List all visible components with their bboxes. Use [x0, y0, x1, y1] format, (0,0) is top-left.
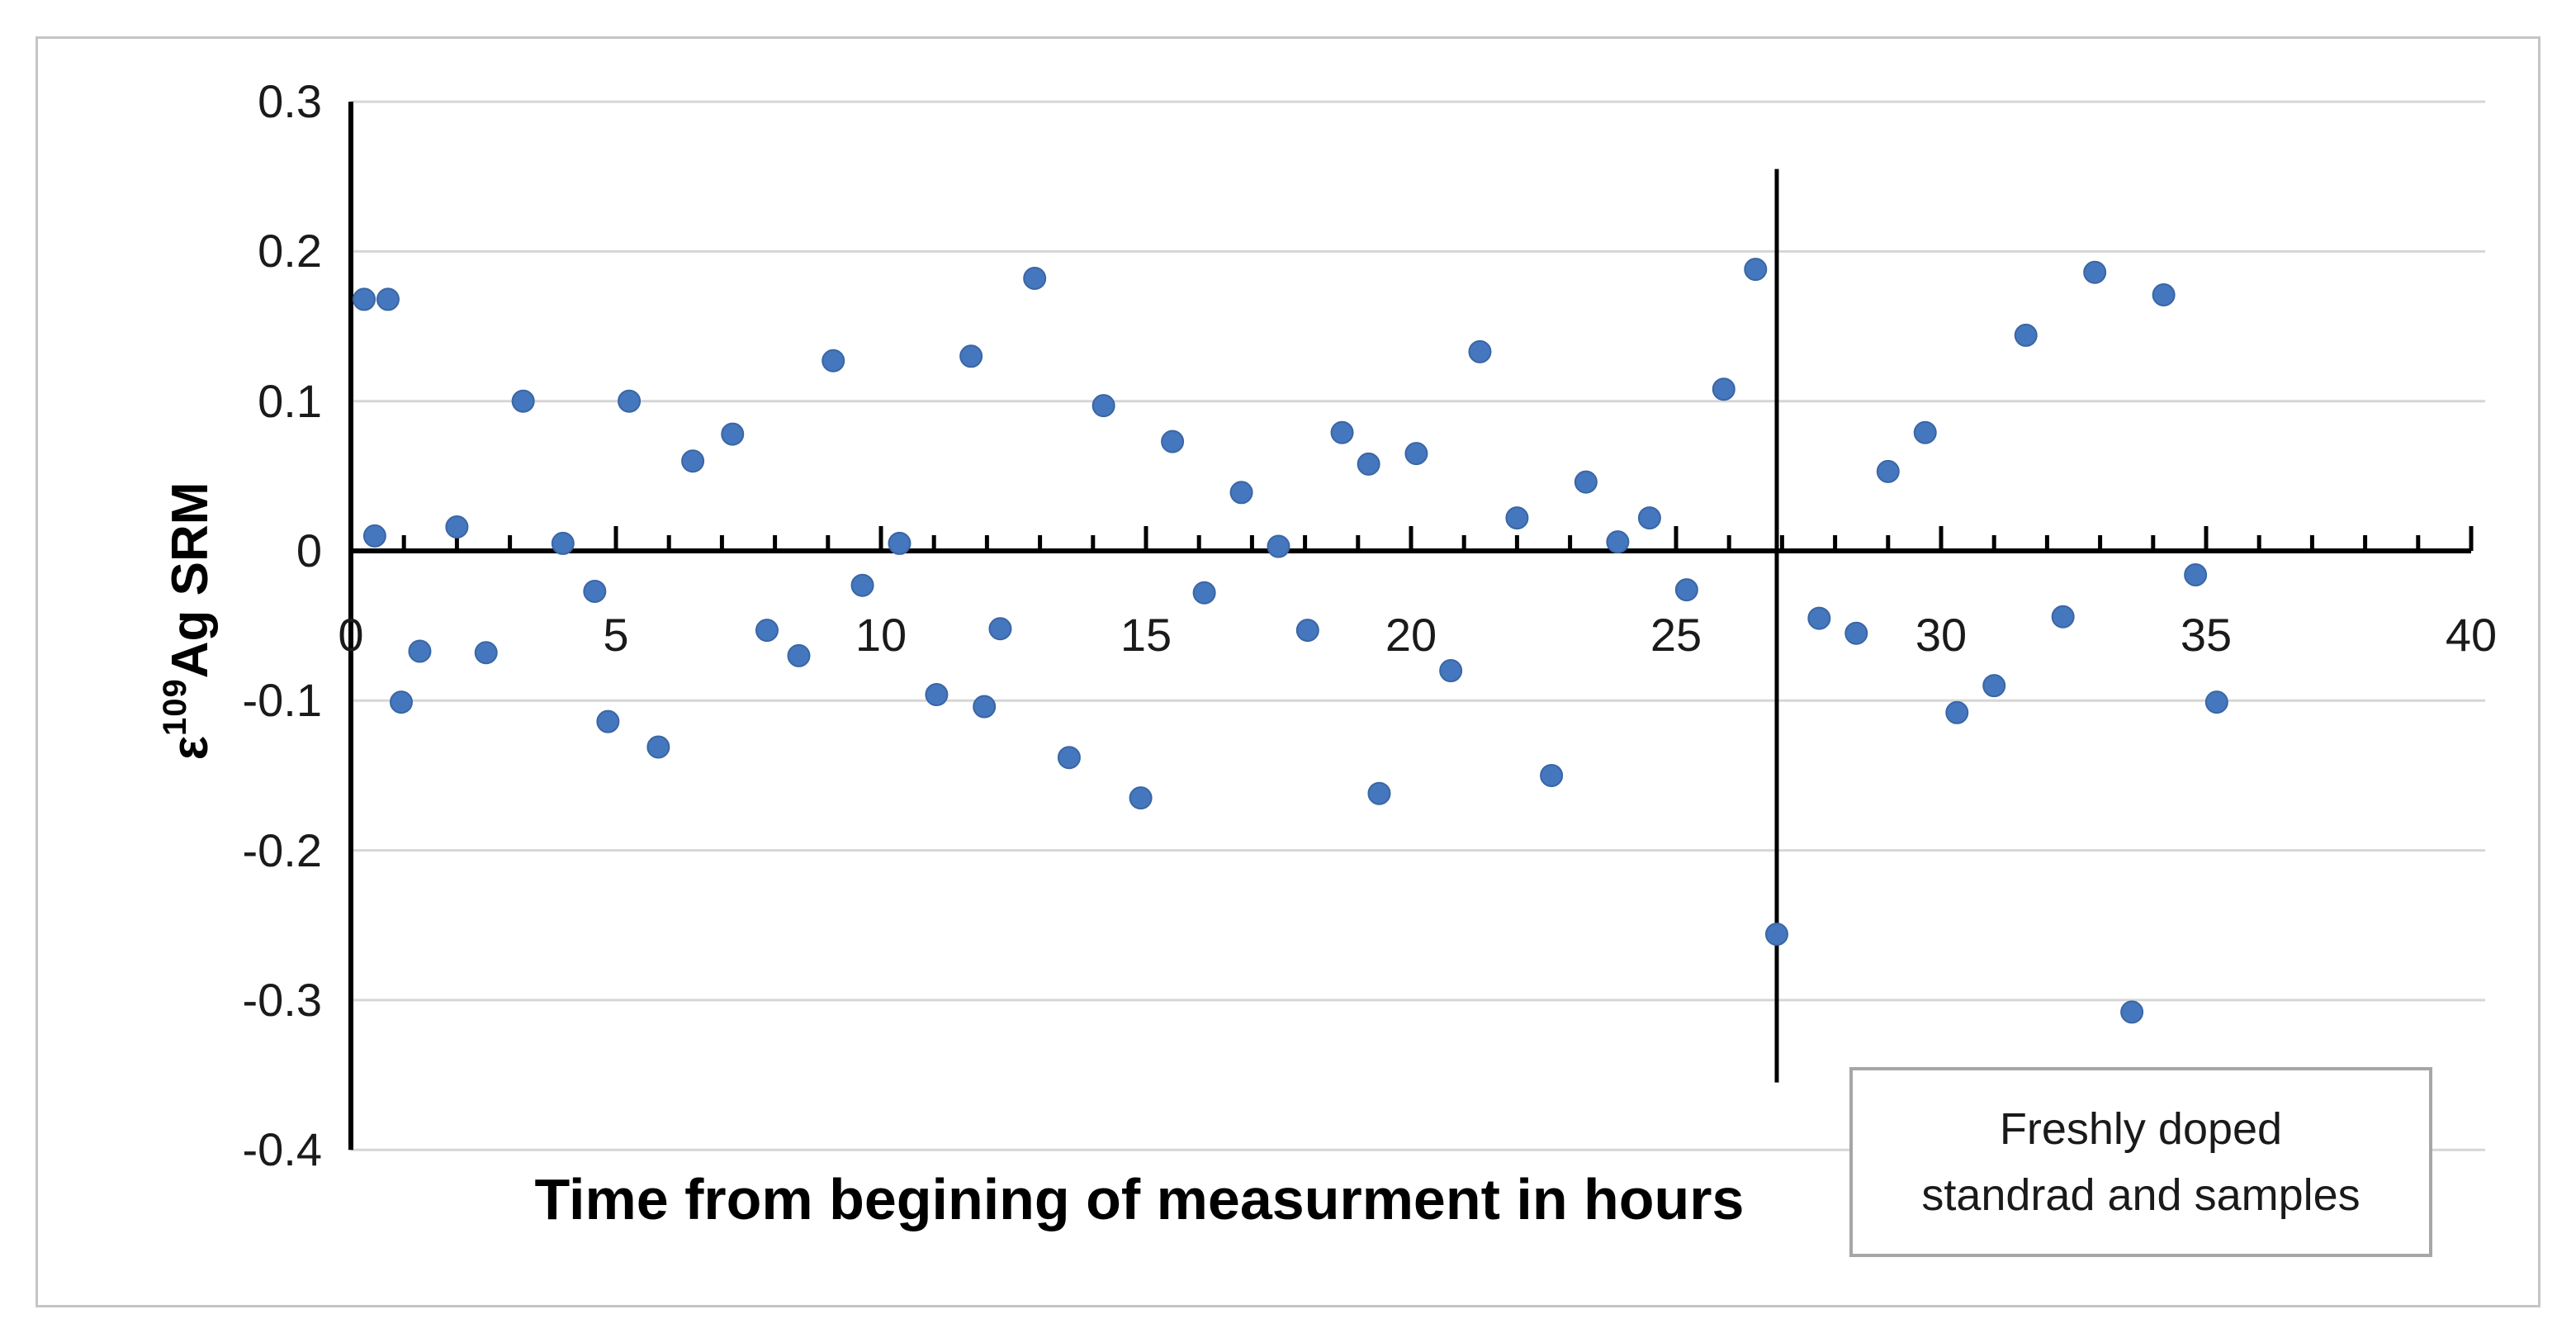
data-point — [1807, 606, 1831, 630]
data-point — [888, 531, 912, 555]
data-point — [1945, 700, 1969, 724]
data-point — [988, 617, 1012, 641]
data-point — [1057, 746, 1081, 770]
data-point — [822, 349, 845, 372]
data-point — [1295, 619, 1319, 643]
data-point — [2083, 260, 2107, 284]
x-axis-tick-label: 20 — [1385, 609, 1437, 661]
data-point — [1574, 470, 1598, 494]
data-point — [618, 389, 642, 413]
x-axis-tick-label: 15 — [1120, 609, 1172, 661]
data-point — [2152, 282, 2176, 306]
y-axis-tick-label: -0.1 — [242, 674, 323, 727]
x-axis-tick-label: 10 — [855, 609, 907, 661]
y-axis-tick-label: -0.2 — [242, 823, 323, 876]
data-point — [1229, 481, 1253, 505]
data-point — [1540, 763, 1564, 787]
data-point — [1744, 258, 1768, 282]
data-point — [1267, 534, 1290, 558]
annotation-line-2: standrad and samples — [1921, 1170, 2361, 1220]
data-point — [721, 422, 745, 446]
y-axis-title-epsilon: ε — [162, 735, 219, 761]
y-axis-tick-label: 0.2 — [258, 225, 322, 278]
data-point — [1876, 459, 1900, 483]
y-axis-title-superscript: 109 — [157, 678, 193, 736]
data-point — [362, 524, 386, 548]
data-point — [1439, 659, 1463, 683]
data-point — [583, 579, 607, 603]
data-point — [474, 641, 498, 665]
data-point — [850, 573, 874, 597]
data-point — [2184, 563, 2208, 587]
data-point — [925, 683, 949, 707]
data-point — [1637, 506, 1661, 530]
data-point — [511, 389, 535, 413]
data-point — [2051, 605, 2075, 629]
data-point — [1606, 530, 1630, 554]
y-axis-tick-label: 0 — [296, 524, 322, 576]
data-point — [2120, 1000, 2144, 1024]
x-axis-tick-label: 30 — [1915, 609, 1968, 661]
x-axis-tick-label: 35 — [2180, 609, 2233, 661]
y-axis-tick-label: 0.1 — [258, 374, 322, 427]
x-axis-tick-label: 25 — [1650, 609, 1702, 661]
data-point — [551, 531, 575, 555]
annotation-line-1: Freshly doped — [1999, 1104, 2283, 1154]
data-point — [1023, 267, 1047, 291]
data-point — [353, 287, 376, 311]
data-point — [646, 735, 670, 759]
annotation-text-box: Freshly doped standrad and samples — [1849, 1067, 2432, 1257]
data-point — [376, 287, 400, 311]
x-axis-tick-label: 0 — [338, 609, 364, 661]
x-axis-title: Time from begining of measurment in hour… — [534, 1167, 1745, 1231]
data-point — [2014, 323, 2038, 347]
data-point — [1712, 377, 1735, 401]
data-point — [389, 690, 413, 714]
x-axis-tick-label: 5 — [603, 609, 629, 661]
data-point — [1161, 429, 1185, 453]
y-axis-title-rest: Ag SRM — [162, 482, 219, 679]
data-point — [1091, 394, 1115, 418]
data-point — [681, 449, 705, 473]
data-point — [755, 619, 779, 643]
data-point — [596, 709, 620, 733]
x-axis-tick-label: 40 — [2445, 609, 2498, 661]
data-point — [2204, 690, 2228, 714]
data-point — [1367, 781, 1391, 805]
y-axis-tick-label: 0.3 — [258, 75, 322, 128]
data-point — [1192, 581, 1216, 605]
data-point — [408, 639, 432, 663]
data-point — [959, 344, 983, 368]
data-point — [1982, 674, 2006, 698]
data-point — [1764, 923, 1788, 947]
data-point — [1674, 578, 1698, 602]
data-point — [973, 695, 997, 719]
data-point — [1129, 786, 1153, 810]
y-axis-title: ε109Ag SRM — [157, 482, 220, 761]
data-point — [1357, 452, 1380, 476]
data-point — [1913, 420, 1937, 444]
data-point — [787, 643, 811, 667]
y-axis-tick-label: -0.3 — [242, 973, 323, 1026]
data-point — [1404, 442, 1428, 466]
y-axis-tick-label: -0.4 — [242, 1123, 323, 1176]
data-point — [1330, 420, 1354, 444]
data-point — [1468, 339, 1492, 363]
data-point — [1844, 621, 1868, 645]
data-point — [1505, 506, 1529, 530]
data-point — [445, 515, 469, 539]
